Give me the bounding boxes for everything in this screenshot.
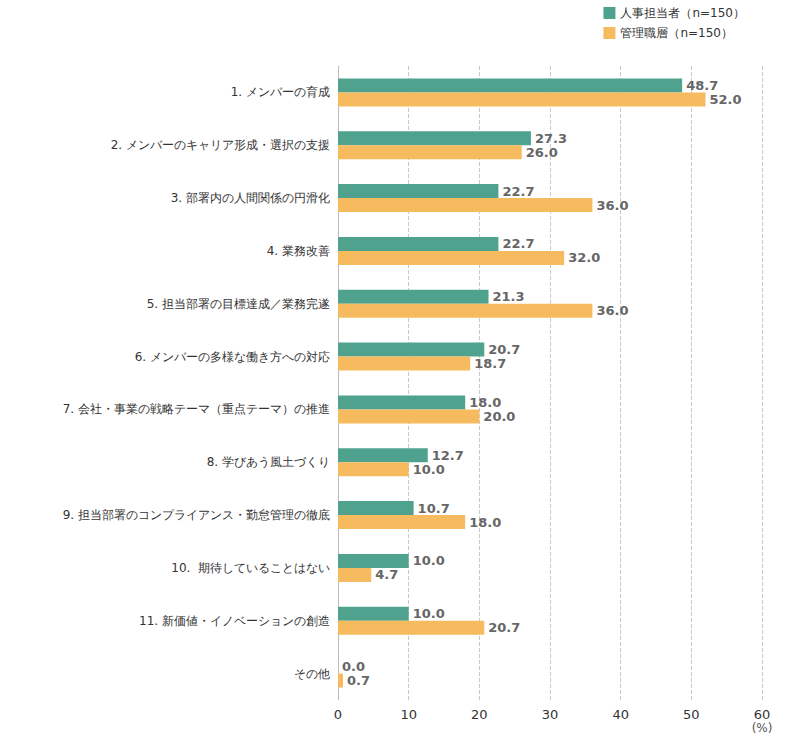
svg-text:0.7: 0.7 — [347, 673, 370, 688]
svg-text:10. 期待していることはない: 10. 期待していることはない — [171, 561, 330, 575]
svg-text:20.7: 20.7 — [488, 620, 520, 635]
svg-text:6. メンバーの多様な働き方への対応: 6. メンバーの多様な働き方への対応 — [135, 350, 330, 364]
svg-text:4.7: 4.7 — [375, 567, 398, 582]
svg-text:10.7: 10.7 — [418, 501, 450, 516]
svg-text:18.7: 18.7 — [474, 356, 506, 371]
svg-text:50: 50 — [683, 707, 700, 722]
svg-text:人事担当者（n=150）: 人事担当者（n=150） — [620, 6, 745, 20]
svg-text:36.0: 36.0 — [596, 198, 628, 213]
svg-text:52.0: 52.0 — [709, 92, 741, 107]
svg-text:48.7: 48.7 — [686, 78, 718, 93]
svg-text:20.0: 20.0 — [483, 409, 515, 424]
svg-text:その他: その他 — [294, 667, 330, 681]
svg-text:60: 60 — [754, 707, 771, 722]
svg-text:22.7: 22.7 — [502, 236, 534, 251]
svg-text:10.0: 10.0 — [413, 553, 445, 568]
svg-text:1. メンバーの育成: 1. メンバーの育成 — [231, 85, 330, 99]
svg-text:30: 30 — [542, 707, 559, 722]
svg-text:9. 担当部署のコンプライアンス・勤怠管理の徹底: 9. 担当部署のコンプライアンス・勤怠管理の徹底 — [63, 508, 330, 522]
svg-text:5. 担当部署の目標達成／業務完遂: 5. 担当部署の目標達成／業務完遂 — [147, 297, 330, 311]
svg-text:18.0: 18.0 — [469, 515, 501, 530]
svg-text:20.7: 20.7 — [488, 342, 520, 357]
svg-text:(%): (%) — [752, 721, 773, 735]
svg-text:10.0: 10.0 — [413, 462, 445, 477]
svg-text:32.0: 32.0 — [568, 250, 600, 265]
svg-text:10.0: 10.0 — [413, 606, 445, 621]
svg-text:0: 0 — [334, 707, 342, 722]
svg-text:40: 40 — [612, 707, 629, 722]
svg-text:12.7: 12.7 — [432, 448, 464, 463]
svg-text:18.0: 18.0 — [469, 395, 501, 410]
svg-text:20: 20 — [471, 707, 488, 722]
svg-text:26.0: 26.0 — [526, 145, 558, 160]
svg-text:管理職層（n=150）: 管理職層（n=150） — [620, 26, 733, 40]
svg-text:21.3: 21.3 — [493, 289, 525, 304]
svg-text:27.3: 27.3 — [535, 131, 567, 146]
svg-text:36.0: 36.0 — [596, 303, 628, 318]
svg-text:22.7: 22.7 — [502, 184, 534, 199]
svg-text:4. 業務改善: 4. 業務改善 — [267, 244, 330, 258]
svg-text:11. 新価値・イノベーションの創造: 11. 新価値・イノベーションの創造 — [139, 614, 330, 628]
svg-text:10: 10 — [400, 707, 417, 722]
svg-text:2. メンバーのキャリア形成・選択の支援: 2. メンバーのキャリア形成・選択の支援 — [111, 138, 330, 152]
svg-text:3. 部署内の人間関係の円滑化: 3. 部署内の人間関係の円滑化 — [171, 191, 330, 205]
svg-text:7. 会社・事業の戦略テーマ（重点テーマ）の推進: 7. 会社・事業の戦略テーマ（重点テーマ）の推進 — [63, 402, 330, 416]
svg-text:0.0: 0.0 — [342, 659, 365, 674]
svg-text:8. 学びあう風土づくり: 8. 学びあう風土づくり — [207, 455, 330, 469]
